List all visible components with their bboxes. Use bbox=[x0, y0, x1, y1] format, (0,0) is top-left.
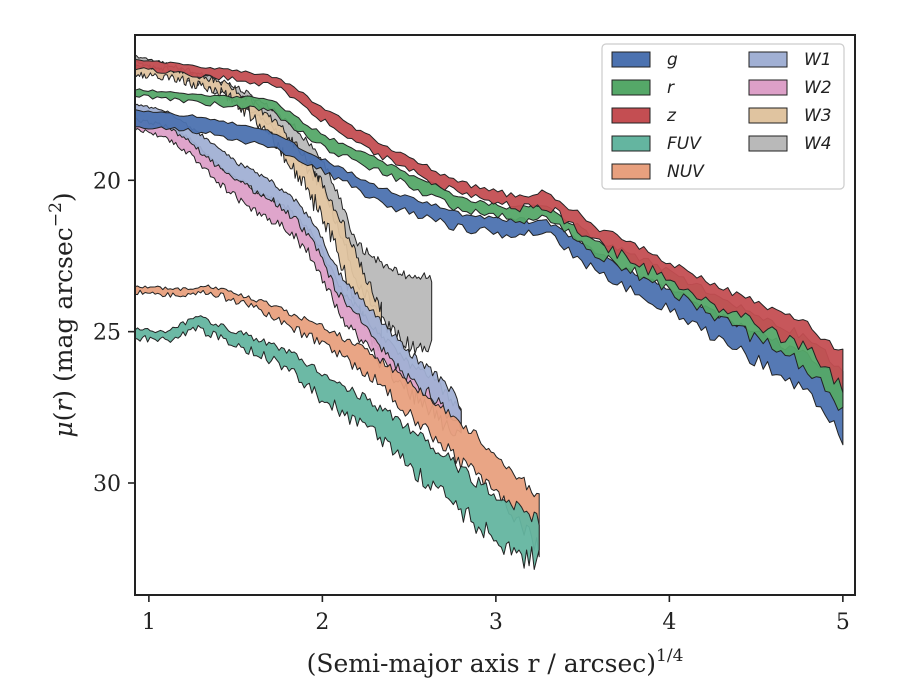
y-axis-title-exponent: −2 bbox=[46, 202, 66, 227]
legend-swatch-r bbox=[611, 79, 651, 96]
legend-swatch-z bbox=[611, 107, 651, 124]
plot-frame bbox=[134, 34, 856, 596]
legend-label-nuv: NUV bbox=[667, 162, 705, 182]
y-tick-label-30: 30 bbox=[93, 472, 121, 497]
legend-swatch-w4 bbox=[748, 135, 788, 152]
legend-swatch-w1 bbox=[748, 51, 788, 68]
legend-label-g: g bbox=[667, 50, 678, 70]
y-tick-label-20: 20 bbox=[93, 169, 121, 194]
legend-swatch-w2 bbox=[748, 79, 788, 96]
x-tick-label-1: 1 bbox=[142, 610, 156, 635]
x-tick-label-5: 5 bbox=[836, 610, 850, 635]
legend-label-w1: W1 bbox=[804, 50, 832, 70]
x-tick-label-3: 3 bbox=[489, 610, 503, 635]
band-z bbox=[134, 58, 844, 394]
bands-layer bbox=[134, 54, 844, 570]
legend-label-w2: W2 bbox=[804, 78, 832, 98]
legend: grz FUV NUV W1 W2 W3 W4 bbox=[601, 43, 845, 190]
x-tick-label-2: 2 bbox=[315, 610, 329, 635]
band-g bbox=[134, 109, 844, 446]
ticks-layer: 1 2 3 4 5 20 25 30 bbox=[93, 169, 850, 635]
legend-label-w3: W3 bbox=[804, 106, 832, 126]
legend-label-r: r bbox=[667, 78, 675, 98]
band-r bbox=[134, 88, 844, 411]
x-tick-label-4: 4 bbox=[662, 610, 676, 635]
legend-swatch-nuv bbox=[611, 163, 651, 180]
legend-label-z: z bbox=[666, 106, 677, 126]
band-fuv bbox=[134, 315, 540, 570]
band-nuv bbox=[134, 284, 540, 558]
x-axis-title-exponent: 1/4 bbox=[656, 646, 683, 666]
legend-swatch-w3 bbox=[748, 107, 788, 124]
legend-label-w4: W4 bbox=[804, 134, 832, 154]
legend-swatch-fuv bbox=[611, 135, 651, 152]
legend-swatch-g bbox=[611, 51, 651, 68]
legend-label-fuv: FUV bbox=[667, 134, 702, 154]
x-axis-title: (Semi-major axis r / arcsec)1/4 bbox=[307, 646, 684, 678]
y-tick-label-25: 25 bbox=[93, 321, 121, 346]
y-axis-title: μ(r) (mag arcsec−2) bbox=[46, 192, 78, 437]
